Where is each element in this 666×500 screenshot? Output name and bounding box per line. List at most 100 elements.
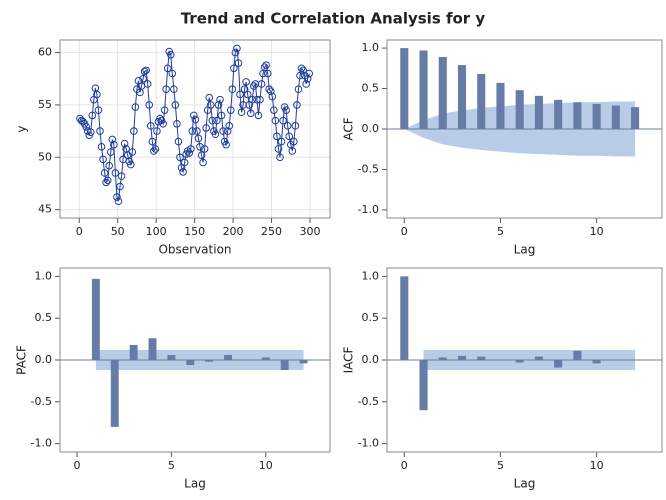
bar (496, 82, 505, 129)
bar (110, 360, 119, 427)
data-point (303, 74, 312, 83)
x-tick-label: 0 (401, 225, 408, 238)
bar (419, 50, 428, 129)
x-tick-label: 300 (300, 225, 321, 238)
data-point (242, 78, 250, 86)
y-tick-label: 45 (38, 203, 52, 216)
data-point (265, 85, 274, 94)
data-point (194, 134, 203, 143)
data-point (162, 85, 170, 94)
bar (457, 355, 467, 360)
data-point (168, 69, 177, 78)
data-point (126, 160, 135, 169)
y-axis-label: ACF (342, 117, 356, 140)
x-tick-label: 10 (590, 225, 604, 238)
data-point (262, 61, 270, 69)
data-point (190, 111, 198, 120)
data-point (105, 161, 114, 170)
y-tick-label: 0.0 (35, 353, 53, 366)
data-point (82, 123, 90, 131)
x-tick-label: 0 (73, 459, 80, 472)
data-point (143, 80, 152, 88)
data-point (274, 145, 283, 153)
data-point (146, 122, 155, 130)
bar (554, 99, 563, 129)
bar (129, 344, 138, 360)
data-point (231, 48, 240, 57)
data-point (236, 90, 244, 99)
y-tick-label: 0.0 (362, 353, 380, 366)
x-tick-label: 5 (168, 459, 175, 472)
data-point (253, 95, 261, 104)
x-axis-label: Observation (158, 243, 231, 257)
data-point (302, 80, 310, 88)
y-tick-label: 50 (38, 150, 52, 163)
y-tick-label: -1.0 (358, 437, 379, 450)
y-tick-label: 0.0 (362, 122, 380, 135)
data-point (285, 132, 294, 141)
data-point (191, 115, 200, 124)
x-tick-label: 150 (184, 225, 205, 238)
chart-title: Trend and Correlation Analysis for y (181, 10, 486, 28)
bar (400, 276, 409, 360)
data-point (171, 101, 180, 109)
data-point (216, 95, 224, 104)
data-point (197, 151, 206, 159)
data-point (160, 106, 169, 114)
plot-frame (59, 267, 331, 453)
data-point (179, 168, 187, 176)
data-point (186, 145, 195, 153)
data-point (145, 101, 154, 109)
data-point (185, 149, 194, 157)
data-point (225, 122, 234, 130)
x-tick-label: 0 (401, 459, 408, 472)
data-point (202, 124, 210, 132)
data-point (114, 197, 123, 206)
bar (299, 360, 308, 364)
data-point (131, 103, 140, 111)
data-point (288, 147, 297, 155)
data-point (223, 127, 232, 135)
y-tick-label: -1.0 (358, 203, 379, 216)
data-point (214, 101, 223, 109)
data-point (88, 111, 97, 120)
y-tick-label: 1.0 (362, 269, 380, 282)
y-tick-label: 1.0 (35, 269, 53, 282)
data-point (96, 127, 104, 135)
data-point (113, 193, 121, 201)
data-point (293, 101, 301, 109)
data-point (93, 90, 101, 99)
data-point (128, 148, 137, 156)
data-point (208, 116, 217, 125)
x-tick-label: 10 (259, 459, 273, 472)
data-point (159, 119, 167, 128)
data-point (199, 158, 207, 167)
data-point (150, 147, 158, 155)
bar (573, 102, 582, 129)
data-point (243, 90, 252, 99)
data-point (166, 50, 175, 59)
data-point (248, 95, 257, 104)
x-tick-label: 5 (497, 225, 504, 238)
data-point (291, 122, 300, 130)
data-point (282, 106, 290, 114)
data-point (83, 127, 92, 135)
data-point (271, 116, 280, 125)
data-point (117, 172, 126, 180)
bar (148, 338, 157, 360)
data-point (193, 127, 201, 135)
y-axis-label: IACF (342, 346, 356, 373)
bar (419, 360, 428, 411)
bar (205, 360, 214, 362)
bar (477, 73, 486, 129)
data-point (211, 130, 220, 139)
plot-frame (386, 267, 663, 453)
data-point (116, 182, 124, 191)
data-point (163, 64, 172, 73)
x-tick-label: 0 (76, 225, 83, 238)
data-point (213, 116, 221, 125)
x-tick-label: 100 (146, 225, 167, 238)
data-point (305, 69, 314, 78)
data-point (279, 116, 287, 125)
